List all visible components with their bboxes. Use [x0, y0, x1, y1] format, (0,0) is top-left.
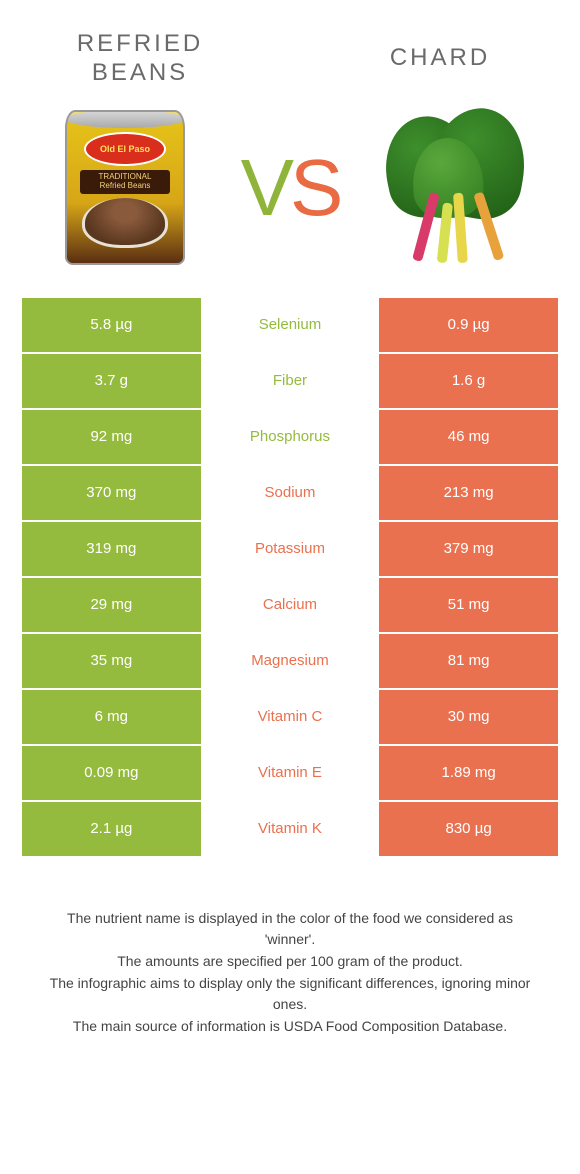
- chard-image: [370, 103, 540, 273]
- left-value-cell: 92 mg: [22, 410, 201, 464]
- footnote-line: The amounts are specified per 100 gram o…: [40, 951, 540, 973]
- table-row: 35 mgMagnesium81 mg: [22, 634, 558, 688]
- left-title-line1: REFRIED: [77, 30, 203, 57]
- right-value-cell: 830 µg: [379, 802, 558, 856]
- right-value-cell: 81 mg: [379, 634, 558, 688]
- right-value-cell: 1.6 g: [379, 354, 558, 408]
- table-row: 6 mgVitamin C30 mg: [22, 690, 558, 744]
- nutrient-table: 5.8 µgSelenium0.9 µg3.7 gFiber1.6 g92 mg…: [0, 298, 580, 856]
- left-value-cell: 6 mg: [22, 690, 201, 744]
- chard-icon: [375, 108, 535, 268]
- nutrient-name-cell: Sodium: [201, 466, 380, 520]
- left-value-cell: 3.7 g: [22, 354, 201, 408]
- left-value-cell: 5.8 µg: [22, 298, 201, 352]
- vs-s: S: [290, 143, 339, 232]
- right-value-cell: 0.9 µg: [379, 298, 558, 352]
- right-food-title: CHARD: [340, 44, 540, 73]
- right-value-cell: 1.89 mg: [379, 746, 558, 800]
- table-row: 370 mgSodium213 mg: [22, 466, 558, 520]
- left-food-title: REFRIED BEANS: [40, 30, 240, 88]
- right-value-cell: 379 mg: [379, 522, 558, 576]
- left-value-cell: 29 mg: [22, 578, 201, 632]
- table-row: 2.1 µgVitamin K830 µg: [22, 802, 558, 856]
- nutrient-name-cell: Vitamin C: [201, 690, 380, 744]
- images-row: Old El Paso TRADITIONAL Refried Beans VS: [0, 98, 580, 298]
- nutrient-name-cell: Fiber: [201, 354, 380, 408]
- table-row: 319 mgPotassium379 mg: [22, 522, 558, 576]
- left-value-cell: 319 mg: [22, 522, 201, 576]
- footnote-line: The main source of information is USDA F…: [40, 1016, 540, 1038]
- table-row: 29 mgCalcium51 mg: [22, 578, 558, 632]
- table-row: 92 mgPhosphorus46 mg: [22, 410, 558, 464]
- can-brand-label: Old El Paso: [84, 132, 166, 166]
- nutrient-name-cell: Selenium: [201, 298, 380, 352]
- can-bowl-icon: [82, 198, 168, 248]
- header-titles: REFRIED BEANS CHARD: [0, 0, 580, 98]
- vs-v: V: [241, 143, 290, 232]
- nutrient-name-cell: Magnesium: [201, 634, 380, 688]
- table-row: 3.7 gFiber1.6 g: [22, 354, 558, 408]
- can-icon: Old El Paso TRADITIONAL Refried Beans: [65, 110, 185, 265]
- left-value-cell: 0.09 mg: [22, 746, 201, 800]
- right-value-cell: 51 mg: [379, 578, 558, 632]
- refried-beans-image: Old El Paso TRADITIONAL Refried Beans: [40, 103, 210, 273]
- nutrient-name-cell: Vitamin E: [201, 746, 380, 800]
- footnote-line: The infographic aims to display only the…: [40, 973, 540, 1016]
- nutrient-name-cell: Vitamin K: [201, 802, 380, 856]
- nutrient-name-cell: Potassium: [201, 522, 380, 576]
- can-product-label: TRADITIONAL Refried Beans: [80, 170, 170, 194]
- nutrient-name-cell: Calcium: [201, 578, 380, 632]
- table-row: 0.09 mgVitamin E1.89 mg: [22, 746, 558, 800]
- left-title-line2: BEANS: [92, 59, 188, 86]
- right-value-cell: 46 mg: [379, 410, 558, 464]
- vs-label: VS: [241, 142, 340, 234]
- left-value-cell: 370 mg: [22, 466, 201, 520]
- left-value-cell: 2.1 µg: [22, 802, 201, 856]
- right-value-cell: 213 mg: [379, 466, 558, 520]
- right-value-cell: 30 mg: [379, 690, 558, 744]
- nutrient-name-cell: Phosphorus: [201, 410, 380, 464]
- left-value-cell: 35 mg: [22, 634, 201, 688]
- footnotes: The nutrient name is displayed in the co…: [0, 858, 580, 1038]
- table-row: 5.8 µgSelenium0.9 µg: [22, 298, 558, 352]
- footnote-line: The nutrient name is displayed in the co…: [40, 908, 540, 951]
